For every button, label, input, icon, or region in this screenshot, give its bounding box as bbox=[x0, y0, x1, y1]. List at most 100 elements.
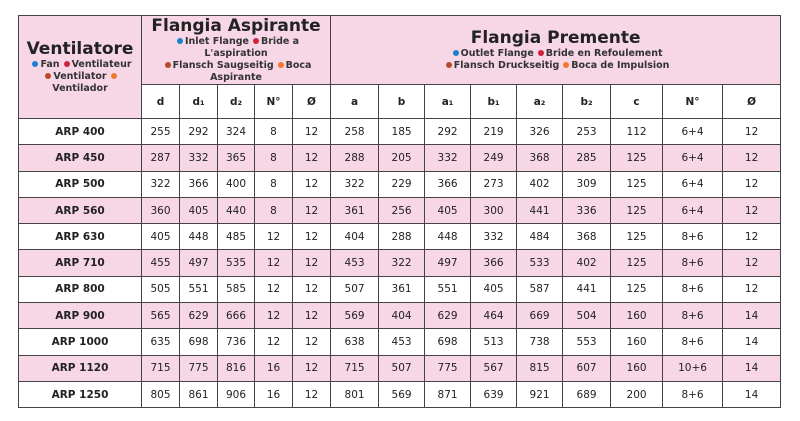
cell: 402 bbox=[516, 170, 564, 198]
legend-item: Ventilator bbox=[53, 71, 107, 82]
cell: 404 bbox=[330, 223, 380, 251]
cell: 405 bbox=[424, 196, 472, 225]
cell: 322 bbox=[141, 170, 180, 198]
legend: Outlet Flange Bride en Refoulement Flansch… bbox=[331, 48, 780, 72]
legend-item: Bride en Refoulement bbox=[545, 48, 663, 59]
cell: 12 bbox=[291, 328, 332, 356]
data-row: ARP 900 565 629 666 12 12 569 404 629 464 669 504 16… bbox=[18, 302, 782, 330]
cell: 921 bbox=[516, 380, 564, 409]
cell: 360 bbox=[141, 196, 180, 225]
cell: 6+4 bbox=[662, 117, 724, 146]
cell: 322 bbox=[378, 249, 426, 277]
cell: 553 bbox=[562, 328, 612, 356]
model-name: ARP 1250 bbox=[18, 380, 142, 409]
cell: 368 bbox=[562, 223, 612, 251]
cell: 14 bbox=[722, 354, 782, 382]
column-header: Ø bbox=[291, 84, 332, 119]
cell: 551 bbox=[179, 275, 218, 304]
cell: 336 bbox=[562, 196, 612, 225]
cell: 12 bbox=[291, 275, 332, 304]
cell: 249 bbox=[470, 144, 518, 172]
cell: 513 bbox=[470, 328, 518, 356]
cell: 8 bbox=[254, 196, 293, 225]
cell: 12 bbox=[291, 302, 332, 330]
legend-item: Inlet Flange bbox=[184, 36, 249, 47]
column-header: b bbox=[378, 84, 426, 119]
column-header: a bbox=[330, 84, 380, 119]
cell: 639 bbox=[470, 380, 518, 409]
cell: 160 bbox=[610, 302, 664, 330]
cell: 16 bbox=[254, 354, 293, 382]
cell: 715 bbox=[330, 354, 380, 382]
cell: 736 bbox=[217, 328, 255, 356]
cell: 366 bbox=[424, 170, 472, 198]
cell: 8+6 bbox=[662, 249, 724, 277]
model-name: ARP 800 bbox=[18, 275, 142, 304]
column-header: d₂ bbox=[217, 84, 255, 119]
cell: 816 bbox=[217, 354, 255, 382]
cell: 607 bbox=[562, 354, 612, 382]
cell: 8+6 bbox=[662, 302, 724, 330]
legend-dot bbox=[164, 62, 171, 68]
cell: 12 bbox=[254, 302, 293, 330]
cell: 253 bbox=[562, 117, 612, 146]
cell: 361 bbox=[330, 196, 380, 225]
cell: 698 bbox=[179, 328, 218, 356]
cell: 669 bbox=[516, 302, 564, 330]
cell: 368 bbox=[516, 144, 564, 172]
cell: 8+6 bbox=[662, 380, 724, 409]
cell: 448 bbox=[424, 223, 472, 251]
legend-item: Fan bbox=[40, 59, 60, 70]
cell: 666 bbox=[217, 302, 255, 330]
cell: 12 bbox=[722, 144, 782, 172]
data-row: ARP 800 505 551 585 12 12 507 361 551 405 587 441 12… bbox=[18, 275, 782, 304]
data-row: ARP 500 322 366 400 8 12 322 229 366 273 402 309 125… bbox=[18, 170, 782, 198]
cell: 332 bbox=[424, 144, 472, 172]
column-header: a₂ bbox=[516, 84, 564, 119]
cell: 12 bbox=[291, 354, 332, 382]
cell: 689 bbox=[562, 380, 612, 409]
cell: 12 bbox=[291, 144, 332, 172]
legend-item: Ventilateur bbox=[71, 59, 132, 70]
cell: 12 bbox=[291, 196, 332, 225]
cell: 366 bbox=[470, 249, 518, 277]
model-name: ARP 560 bbox=[18, 196, 142, 225]
cell: 219 bbox=[470, 117, 518, 146]
legend-item: Flansch Druckseitig bbox=[453, 60, 560, 71]
cell: 12 bbox=[722, 196, 782, 225]
cell: 14 bbox=[722, 328, 782, 356]
cell: 405 bbox=[470, 275, 518, 304]
cell: 453 bbox=[378, 328, 426, 356]
cell: 629 bbox=[424, 302, 472, 330]
cell: 698 bbox=[424, 328, 472, 356]
legend-dot bbox=[32, 61, 39, 67]
cell: 292 bbox=[424, 117, 472, 146]
cell: 402 bbox=[562, 249, 612, 277]
cell: 871 bbox=[424, 380, 472, 409]
model-name: ARP 1120 bbox=[18, 354, 142, 382]
cell: 365 bbox=[217, 144, 255, 172]
cell: 805 bbox=[141, 380, 180, 409]
cell: 361 bbox=[378, 275, 426, 304]
cell: 273 bbox=[470, 170, 518, 198]
cell: 322 bbox=[330, 170, 380, 198]
cell: 285 bbox=[562, 144, 612, 172]
cell: 125 bbox=[610, 196, 664, 225]
cell: 160 bbox=[610, 354, 664, 382]
cell: 12 bbox=[291, 380, 332, 409]
data-row: ARP 560 360 405 440 8 12 361 256 405 300 441 336 125… bbox=[18, 196, 782, 225]
cell: 14 bbox=[722, 302, 782, 330]
legend-item: Flansch Saugseitig bbox=[172, 60, 274, 71]
cell: 12 bbox=[254, 275, 293, 304]
cell: 629 bbox=[179, 302, 218, 330]
cell: 453 bbox=[330, 249, 380, 277]
data-row: ARP 450 287 332 365 8 12 288 205 332 249 368 285 125… bbox=[18, 144, 782, 172]
legend: Inlet Flange Bride a L'aspiration Flansch … bbox=[142, 36, 330, 84]
data-row: ARP 1250 805 861 906 16 12 801 569 871 639 921 689 2… bbox=[18, 380, 782, 409]
cell: 8+6 bbox=[662, 328, 724, 356]
legend-item: Boca Aspirante bbox=[210, 60, 312, 83]
cell: 448 bbox=[179, 223, 218, 251]
legend-dot bbox=[537, 50, 544, 56]
cell: 775 bbox=[179, 354, 218, 382]
cell: 441 bbox=[516, 196, 564, 225]
